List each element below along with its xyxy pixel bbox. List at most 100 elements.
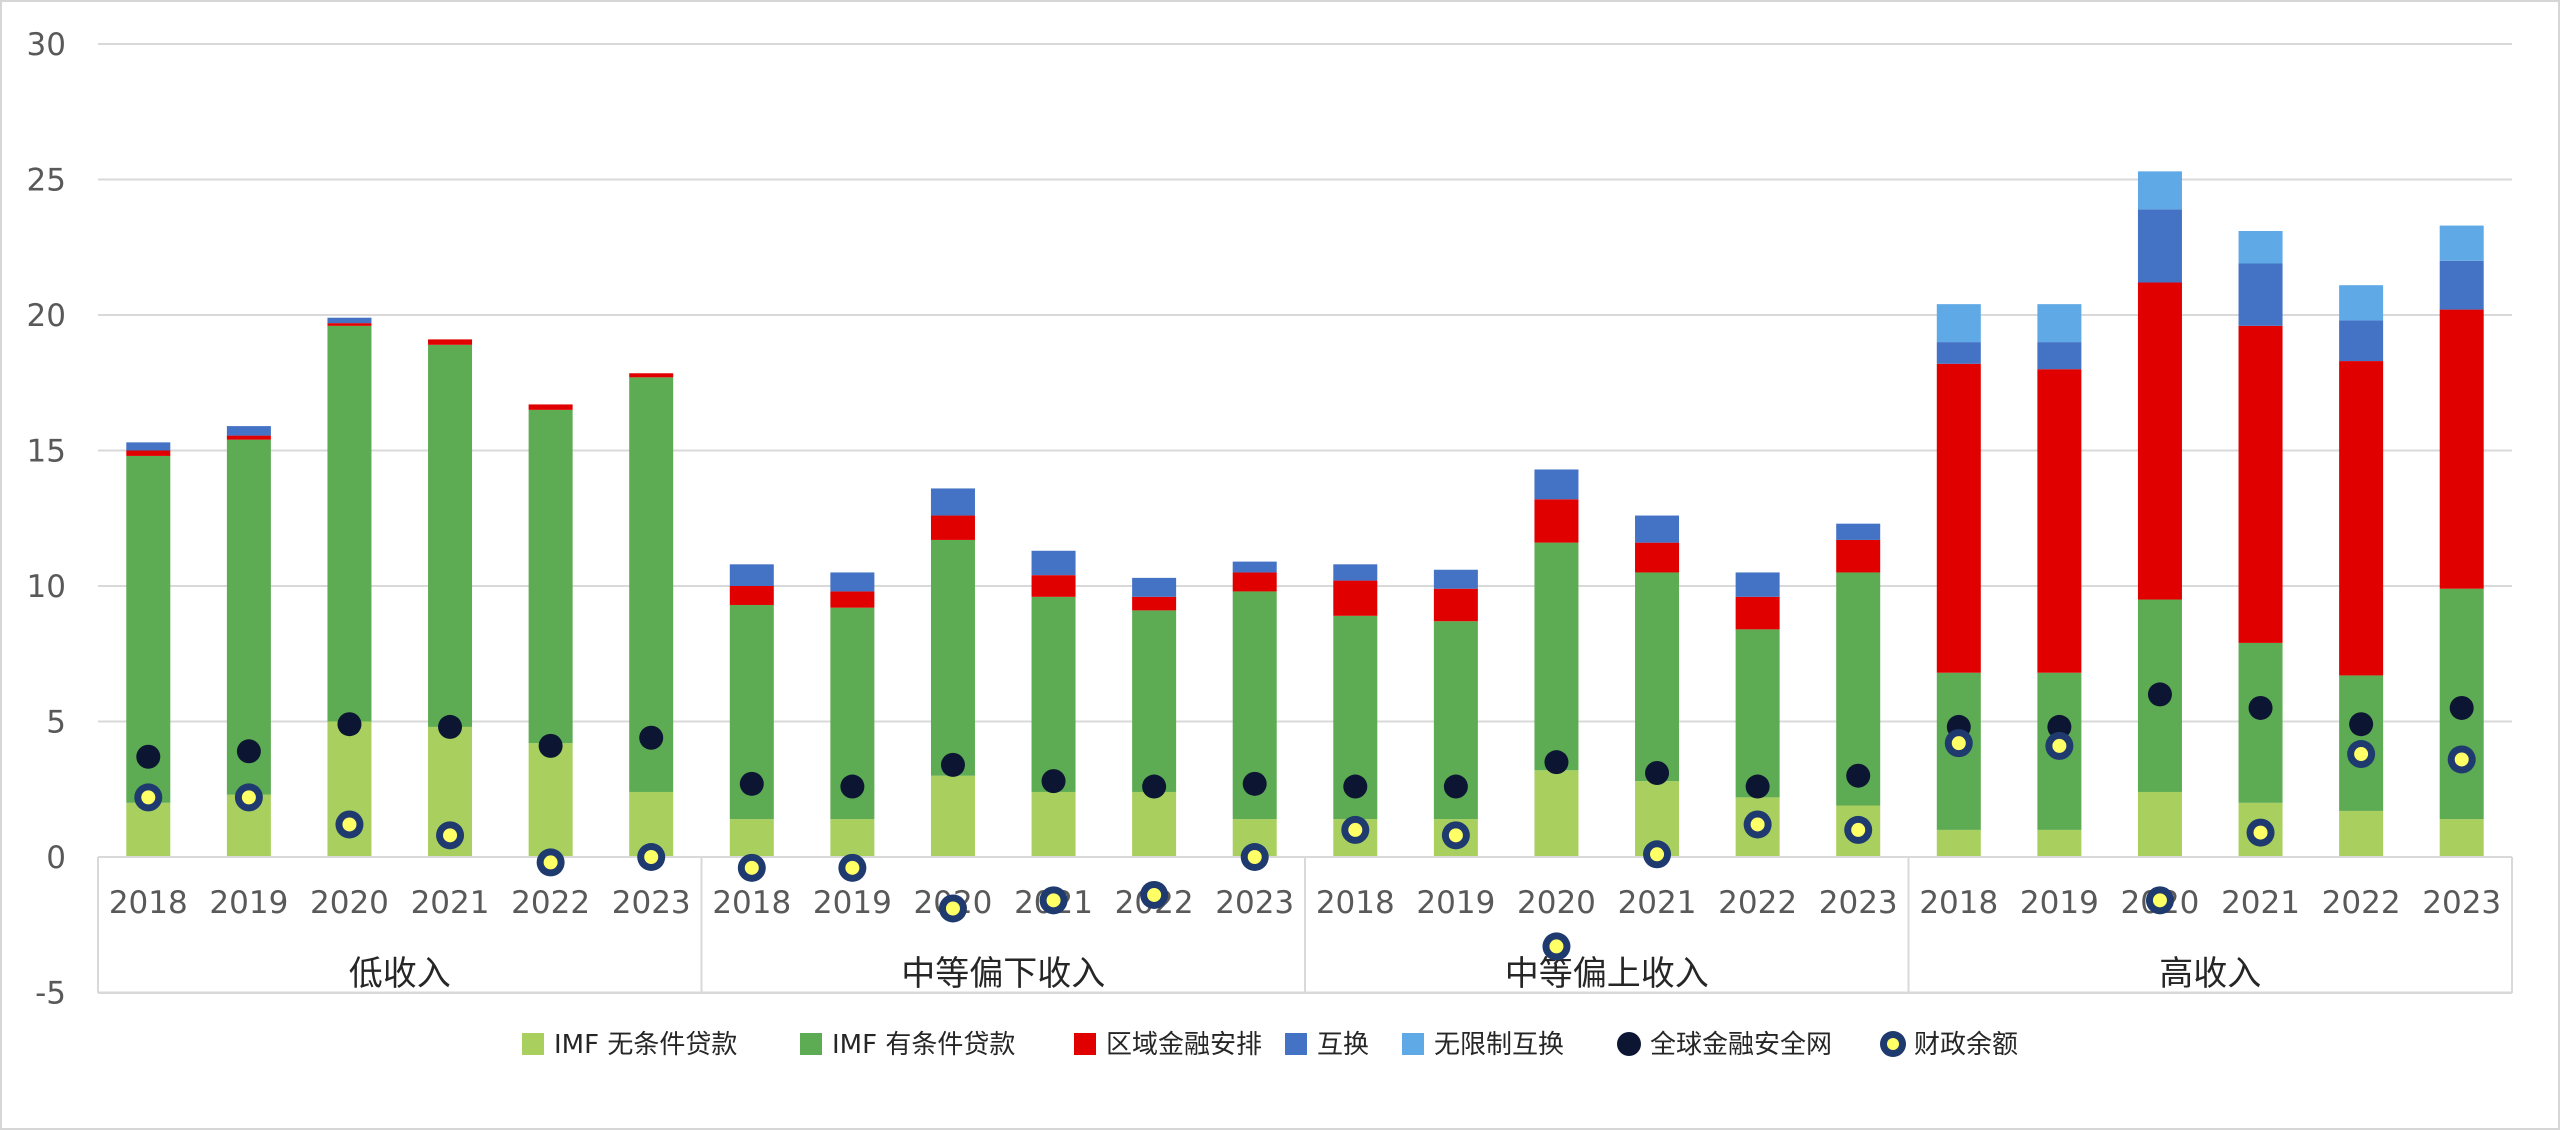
gfsn-marker (1343, 774, 1368, 799)
x-tick-label: 2019 (813, 885, 892, 921)
gfsn-marker (2047, 714, 2072, 739)
bar-segment (729, 586, 774, 605)
fiscal-balance-marker-center (2354, 747, 2369, 762)
y-tick-label: 20 (27, 298, 66, 334)
bar-segment (830, 819, 875, 857)
fiscal-balance-marker-center (1951, 736, 1966, 751)
y-tick-label: 25 (27, 163, 66, 199)
bar-segment (1232, 561, 1277, 573)
bar-segment (1735, 572, 1780, 597)
x-tick-label: 2021 (411, 885, 490, 921)
y-tick-label: 30 (27, 27, 66, 63)
bar-segment (830, 591, 875, 608)
gfsn-marker (438, 714, 463, 739)
bar-segment (327, 317, 372, 324)
bar-segment (1534, 770, 1579, 857)
x-tick-label: 2021 (1618, 885, 1697, 921)
bar-segment (1635, 515, 1680, 543)
y-tick-label: 10 (27, 569, 66, 605)
x-tick-label: 2018 (1919, 885, 1998, 921)
fiscal-balance-marker-center (1448, 828, 1463, 843)
bar-segment (1936, 342, 1981, 364)
bar-segment (930, 515, 975, 540)
gfsn-marker (1745, 774, 1770, 799)
fiscal-balance-marker-center (1851, 822, 1866, 837)
x-tick-label: 2022 (1718, 885, 1797, 921)
fiscal-balance-marker-center (443, 828, 458, 843)
bar-segment (2037, 304, 2082, 343)
x-tick-label: 2023 (1215, 885, 1294, 921)
bar-segment (930, 775, 975, 857)
x-tick-label: 2023 (2422, 885, 2501, 921)
fiscal-balance-marker-center (2253, 825, 2268, 840)
bar-segment (1534, 469, 1579, 500)
x-tick-label: 2022 (2322, 885, 2401, 921)
legend-label: 互换 (1317, 1030, 1369, 1060)
bar-segment (629, 373, 674, 378)
x-tick-label: 2018 (109, 885, 188, 921)
bar-segment (1132, 610, 1177, 792)
bar-segment (2439, 260, 2484, 310)
fiscal-balance-marker-center (1247, 850, 1262, 864)
bar-segment (629, 377, 674, 792)
bar-segment (1333, 564, 1378, 581)
legend-swatch (522, 1033, 544, 1055)
bar-segment (2137, 282, 2182, 600)
bar-segment (226, 439, 271, 795)
fiscal-balance-marker-center (945, 901, 960, 916)
bar-segment (1836, 539, 1881, 573)
bar-segment (930, 539, 975, 776)
gfsn-marker (940, 752, 965, 777)
bar-segment (2238, 642, 2283, 803)
bar-segment (830, 572, 875, 592)
fiscal-balance-marker-center (845, 860, 860, 875)
gfsn-marker (1041, 769, 1066, 794)
gfsn-marker (1443, 774, 1468, 799)
bar-segment (2339, 320, 2384, 362)
bar-segment (1132, 596, 1177, 611)
bar-segment (1132, 577, 1177, 597)
gfsn-marker (2349, 712, 2374, 737)
gfsn-marker (1242, 771, 1267, 796)
gfsn-marker (337, 712, 362, 737)
fiscal-balance-marker-center (1650, 847, 1665, 862)
gfsn-marker (2449, 695, 2474, 720)
bar-segment (1333, 580, 1378, 616)
bar-segment (2137, 791, 2182, 857)
bar-segment (528, 404, 573, 410)
legend-swatch (1617, 1032, 1641, 1056)
legend-swatch (1402, 1033, 1424, 1055)
bar-segment (1031, 596, 1076, 792)
x-tick-label: 2020 (1517, 885, 1596, 921)
x-tick-label: 2023 (1819, 885, 1898, 921)
bar-segment (2238, 325, 2283, 643)
group-label: 低收入 (349, 954, 451, 994)
gfsn-marker (1645, 760, 1670, 785)
y-tick-label: 0 (46, 840, 66, 876)
bar-segment (2339, 285, 2384, 321)
bar-segment (126, 450, 171, 456)
group-label: 中等偏上收入 (1505, 954, 1709, 994)
gfsn-marker (840, 774, 865, 799)
fiscal-balance-marker-center (141, 790, 156, 805)
x-tick-label: 2022 (511, 885, 590, 921)
fiscal-balance-marker-center (1348, 822, 1363, 837)
bar-segment (1534, 542, 1579, 771)
legend-swatch (800, 1033, 822, 1055)
bar-segment (226, 426, 271, 436)
bar-segment (1836, 523, 1881, 540)
legend-label: 无限制互换 (1434, 1030, 1564, 1060)
x-tick-label: 2023 (612, 885, 691, 921)
gfsn-marker (136, 744, 161, 769)
legend-label: 区域金融安排 (1106, 1030, 1262, 1060)
x-tick-label: 2018 (1316, 885, 1395, 921)
y-tick-label: 5 (46, 705, 66, 741)
x-tick-label: 2019 (1416, 885, 1495, 921)
bar-segment (2439, 225, 2484, 261)
y-tick-label: 15 (27, 434, 66, 470)
bar-segment (1635, 542, 1680, 573)
legend-swatch-center (1887, 1038, 1899, 1050)
bar-segment (1534, 499, 1579, 543)
bar-segment (1433, 569, 1478, 589)
